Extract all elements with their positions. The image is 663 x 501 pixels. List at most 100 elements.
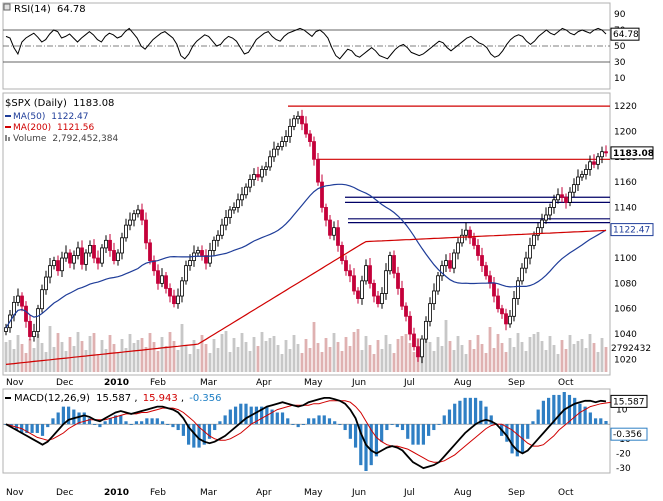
volume-bar	[448, 341, 452, 372]
x-axis-label-bottom: Mar	[200, 488, 217, 498]
candle-body	[196, 250, 200, 254]
volume-bar	[488, 327, 492, 372]
macd-legend-signal: 15.943	[143, 393, 178, 404]
candle-body	[480, 255, 484, 267]
macd-histogram-bar	[40, 424, 45, 436]
macd-histogram-bar	[479, 400, 483, 425]
macd-histogram-bar	[244, 403, 248, 425]
volume-bar	[360, 350, 364, 372]
volume-bar	[500, 343, 504, 372]
macd-histogram-bar	[82, 412, 86, 425]
volume-bar	[400, 336, 404, 372]
volume-bar	[548, 336, 552, 372]
candle-body	[204, 255, 208, 264]
volume-bar	[588, 334, 592, 372]
macd-legend-label: MACD(12,26,9)	[14, 393, 90, 404]
volume-bar	[572, 344, 576, 372]
volume-bar	[256, 346, 260, 372]
x-axis-label: Oct	[558, 378, 574, 388]
candle-body	[56, 260, 60, 272]
macd-histogram-bar	[327, 418, 332, 425]
macd-histogram-bar	[181, 424, 185, 436]
volume-bar	[128, 334, 132, 372]
candle-body	[456, 242, 460, 254]
x-axis-label: Mar	[200, 378, 217, 388]
macd-histogram-bar	[468, 397, 472, 425]
volume-bar	[112, 344, 116, 372]
macd-histogram-bar	[395, 424, 399, 428]
volume-bar	[328, 347, 332, 372]
candle-body	[48, 265, 52, 278]
candle-body	[4, 327, 8, 332]
candle-body	[440, 265, 444, 277]
candle-body	[312, 141, 316, 160]
candle-body	[80, 247, 84, 265]
candle-body	[576, 176, 580, 186]
candle-body	[336, 227, 340, 246]
macd-histogram-bar	[578, 403, 582, 425]
x-axis-label-bottom: 2010	[104, 488, 129, 498]
candle-body	[324, 207, 328, 221]
macd-histogram-bar	[432, 424, 436, 431]
macd-histogram-bar	[301, 424, 305, 425]
candle-body	[128, 219, 132, 226]
macd-histogram-bar	[103, 421, 107, 425]
macd-histogram-bar	[296, 424, 300, 428]
volume-bar	[308, 348, 312, 372]
volume-bar	[560, 340, 564, 372]
candle-body	[148, 242, 152, 261]
price-tick-label: 1100	[614, 254, 637, 264]
macd-histogram-bar	[233, 406, 238, 425]
macd-histogram-bar	[453, 403, 457, 425]
candle-body	[300, 115, 304, 125]
candle-body	[592, 161, 596, 165]
macd-histogram-bar	[160, 421, 165, 425]
macd-histogram-bar	[416, 424, 420, 445]
candle-body	[464, 229, 468, 236]
macd-histogram-bar	[547, 397, 551, 425]
price-series: 1020104010601080110011201140116011801200…	[4, 102, 654, 498]
macd-histogram-bar	[140, 421, 144, 425]
svg-text:Volume 2,792,452,384: Volume 2,792,452,384	[13, 134, 118, 144]
macd-histogram-bar	[119, 415, 123, 425]
candle-body	[152, 260, 156, 272]
candle-body	[384, 270, 388, 294]
macd-histogram-bar	[317, 415, 321, 425]
macd-histogram-bar	[223, 415, 227, 425]
candle-body	[516, 280, 520, 299]
volume-bar	[220, 334, 224, 372]
volume-bar	[316, 343, 320, 372]
candle-body	[432, 290, 436, 305]
candle-body	[436, 275, 440, 292]
macd-histogram-bar	[207, 424, 212, 439]
volume-bar	[20, 344, 24, 372]
volume-bar	[116, 353, 120, 372]
x-axis-label: Jun	[351, 378, 366, 388]
candle-body	[228, 209, 232, 218]
macd-histogram-bar	[67, 406, 71, 425]
volume-bar	[164, 346, 168, 372]
volume-bar	[160, 337, 164, 372]
volume-bar	[100, 340, 104, 372]
candle-body	[368, 265, 372, 284]
candle-body	[492, 282, 496, 297]
candle-body	[264, 166, 268, 170]
volume-bar	[120, 339, 124, 372]
candle-body	[84, 252, 88, 265]
volume-bar	[32, 348, 36, 372]
volume-bar	[352, 332, 356, 372]
macd-histogram-bar	[286, 418, 290, 425]
macd-histogram-bar	[473, 397, 478, 425]
candle-body	[540, 219, 544, 229]
macd-histogram-bar	[171, 424, 175, 428]
volume-bar	[280, 354, 284, 372]
rsi-legend-value: 64.78	[57, 4, 86, 15]
macd-tick-label: -20	[616, 449, 631, 459]
volume-bar	[444, 320, 448, 372]
macd-histogram-bar	[322, 415, 326, 425]
volume-bar	[408, 343, 412, 372]
candle-body	[160, 275, 164, 284]
macd-histogram-bar	[145, 418, 149, 425]
candle-body	[140, 209, 144, 221]
macd-histogram-bar	[35, 424, 39, 433]
